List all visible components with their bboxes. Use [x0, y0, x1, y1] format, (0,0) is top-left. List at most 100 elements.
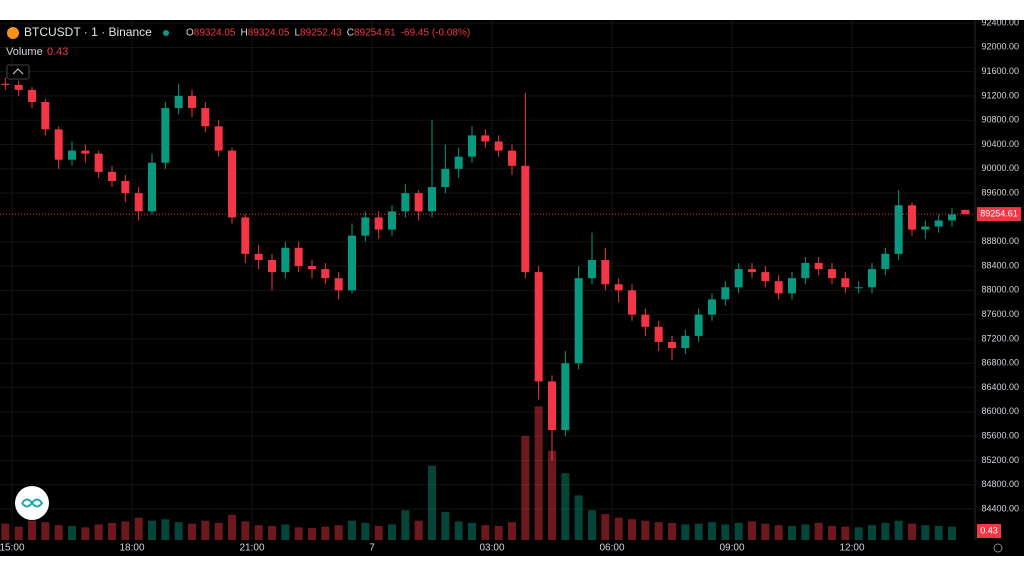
x-tick-label: 09:00 — [719, 543, 744, 554]
x-tick-label: 15:00 — [0, 543, 25, 554]
volume-bar — [708, 522, 716, 540]
volume-bar — [468, 523, 476, 540]
ohlc-letter: H — [241, 28, 248, 39]
volume-bar — [188, 524, 196, 540]
candle-body — [721, 287, 729, 299]
y-tick-label: 87200.00 — [981, 333, 1019, 343]
collapse-button[interactable] — [7, 65, 29, 79]
x-tick-label: 06:00 — [599, 543, 624, 554]
candle-body — [135, 193, 143, 211]
candle-body — [495, 141, 503, 150]
candle-body — [428, 187, 436, 211]
volume-bar — [815, 523, 823, 540]
volume-bar — [881, 523, 889, 540]
volume-bar — [561, 473, 569, 540]
volume-bar — [255, 525, 263, 540]
candle-body — [335, 278, 343, 290]
volume-bar — [15, 527, 23, 540]
candle-body — [588, 260, 596, 278]
volume-bar — [41, 522, 49, 540]
y-tick-label: 86000.00 — [981, 406, 1019, 416]
volume-bar — [335, 525, 343, 540]
ohlc-value: 89324.05 — [248, 28, 290, 39]
candle-body — [1, 84, 9, 85]
candle-body — [855, 287, 863, 288]
ohlc-value: 89254.61 — [354, 28, 396, 39]
candle-body — [535, 272, 543, 381]
candle-body — [455, 157, 463, 169]
y-tick-label: 91600.00 — [981, 66, 1019, 76]
volume-bar — [375, 526, 383, 540]
y-tick-label: 84400.00 — [981, 503, 1019, 513]
change-label: -69.45 (-0.08%) — [401, 28, 470, 39]
volume-bar — [1, 524, 9, 540]
volume-bar — [575, 495, 583, 540]
chart-background — [0, 20, 1024, 556]
volume-bar — [775, 525, 783, 540]
candle-body — [55, 129, 63, 159]
volume-bar — [748, 521, 756, 540]
candle-body — [708, 299, 716, 314]
volume-bar — [95, 524, 103, 540]
y-tick-label: 86400.00 — [981, 382, 1019, 392]
volume-bar — [441, 512, 449, 540]
candle-body — [415, 193, 423, 211]
ohlc-value: 89252.43 — [300, 28, 342, 39]
candle-body — [921, 227, 929, 230]
candle-body — [375, 217, 383, 229]
volume-bar — [361, 523, 369, 540]
candle-body — [481, 135, 489, 141]
candle-body — [188, 96, 196, 108]
y-tick-label: 85600.00 — [981, 430, 1019, 440]
volume-value: 0.43 — [47, 46, 68, 58]
volume-bar — [148, 521, 156, 540]
volume-bar — [321, 527, 329, 540]
volume-bar — [655, 522, 663, 540]
candle-body — [961, 210, 969, 214]
last-price-label: 89254.61 — [980, 208, 1018, 218]
candle-body — [28, 90, 36, 102]
volume-bar — [788, 526, 796, 540]
volume-bar — [28, 521, 36, 540]
candle-body — [468, 135, 476, 156]
candle-body — [655, 327, 663, 342]
candle-body — [228, 151, 236, 218]
volume-bar — [615, 518, 623, 540]
volume-bar — [895, 521, 903, 540]
candle-body — [548, 381, 556, 430]
candle-body — [241, 217, 249, 253]
candle-body — [615, 284, 623, 290]
volume-bar — [428, 466, 436, 540]
chart-title: BTCUSDT · 1 · Binance — [24, 25, 152, 39]
candle-body — [81, 151, 89, 154]
volume-bar — [721, 524, 729, 540]
ohlc-value: 89324.05 — [194, 28, 236, 39]
status-dot — [163, 30, 169, 36]
volume-bar — [921, 525, 929, 540]
candle-body — [815, 263, 823, 269]
candle-body — [668, 342, 676, 348]
volume-bar — [215, 523, 223, 540]
candle-body — [295, 248, 303, 266]
candle-body — [601, 260, 609, 284]
candle-body — [95, 154, 103, 172]
volume-bar — [855, 527, 863, 540]
candle-body — [788, 278, 796, 293]
candle-body — [68, 151, 76, 160]
volume-bar — [415, 521, 423, 540]
candle-body — [775, 281, 783, 293]
volume-bar — [268, 526, 276, 540]
y-tick-label: 92000.00 — [981, 42, 1019, 52]
volume-bar — [521, 436, 529, 540]
candle-body — [641, 315, 649, 327]
volume-bar — [388, 524, 396, 540]
y-tick-label: 90400.00 — [981, 139, 1019, 149]
volume-bar — [681, 524, 689, 540]
volume-bar — [295, 527, 303, 540]
candle-body — [161, 108, 169, 163]
candle-body — [255, 254, 263, 260]
candle-body — [735, 269, 743, 287]
volume-bar — [495, 526, 503, 540]
volume-bar — [841, 527, 849, 540]
